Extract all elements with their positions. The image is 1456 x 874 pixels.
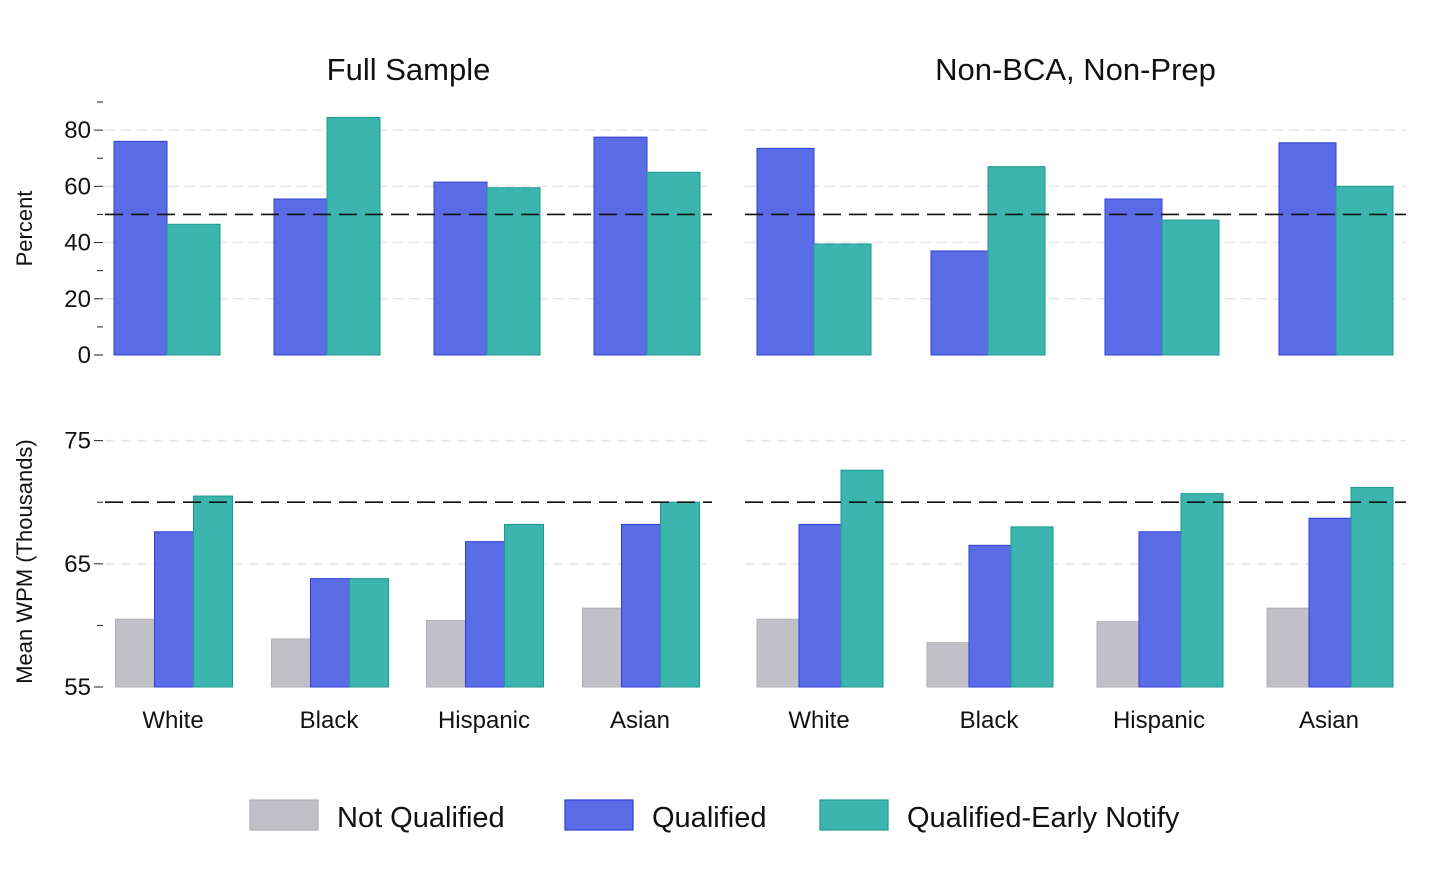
- bar-not-qualified-asian: [1266, 607, 1310, 688]
- bar-qualified-asian: [1278, 142, 1337, 356]
- bar-qualified-hispanic: [433, 181, 488, 356]
- x-tick-label-hispanic: Hispanic: [1113, 707, 1205, 734]
- bar-qualified-white: [113, 140, 168, 356]
- bar-not-qualified-hispanic: [426, 619, 466, 688]
- bar-qualified-early-notify-asian: [646, 171, 701, 356]
- legend-swatch-qualified-early-notify: [819, 799, 889, 831]
- y-axis-label: Mean WPM (Thousands): [12, 439, 37, 684]
- panel-bottom-right: White Black Hispanic Asian: [745, 439, 1406, 734]
- y-tick-label: 20: [64, 286, 91, 313]
- bar-qualified-white: [154, 531, 194, 688]
- y-tick-label: 55: [64, 674, 91, 701]
- panel-top-left: Full Sample 0 20 40 60 80 Percent: [12, 52, 712, 369]
- bar-not-qualified-black: [926, 642, 970, 688]
- panel-title: Non-BCA, Non-Prep: [935, 52, 1216, 87]
- bar-qualified-black: [273, 198, 328, 356]
- bar-qualified-white: [798, 523, 842, 688]
- x-tick-label-asian: Asian: [1299, 707, 1359, 734]
- x-tick-label-black: Black: [960, 707, 1020, 734]
- panel-top-right: Non-BCA, Non-Prep: [745, 52, 1406, 356]
- bar-qualified-early-notify-black: [1010, 526, 1054, 688]
- x-tick-label-hispanic: Hispanic: [438, 707, 530, 734]
- y-tick-label: 0: [78, 342, 91, 369]
- x-tick-label-black: Black: [300, 707, 360, 734]
- y-axis-label: Percent: [12, 191, 37, 267]
- bar-qualified-early-notify-hispanic: [486, 187, 541, 356]
- bar-qualified-early-notify-black: [987, 166, 1046, 356]
- bar-qualified-early-notify-white: [840, 469, 884, 688]
- bar-qualified-hispanic: [1104, 198, 1163, 356]
- legend: Not Qualified Qualified Qualified-Early No…: [249, 799, 1180, 834]
- y-tick-label: 40: [64, 230, 91, 257]
- x-tick-label-asian: Asian: [610, 707, 670, 734]
- bar-qualified-black: [930, 250, 989, 356]
- x-tick-label-white: White: [788, 707, 849, 734]
- bar-qualified-early-notify-asian: [1350, 486, 1394, 688]
- bar-qualified-early-notify-white: [193, 495, 233, 688]
- y-tick-label: 60: [64, 173, 91, 200]
- bar-qualified-early-notify-asian: [1335, 185, 1394, 356]
- bar-not-qualified-black: [271, 638, 311, 688]
- y-tick-label: 75: [64, 428, 91, 455]
- bar-not-qualified-hispanic: [1096, 621, 1140, 688]
- legend-label-not-qualified: Not Qualified: [337, 802, 505, 834]
- y-tick-label: 80: [64, 117, 91, 144]
- panel-bottom-left: 55 65 75 Mean WPM (Thousands) White Black Hisp…: [12, 428, 712, 734]
- y-tick-label: 65: [64, 551, 91, 578]
- bar-qualified-early-notify-black: [349, 578, 389, 688]
- bar-qualified-early-notify-white: [813, 243, 872, 356]
- bar-qualified-asian: [621, 523, 661, 688]
- bar-qualified-hispanic: [465, 541, 505, 688]
- panels: Full Sample 0 20 40 60 80 Percent Non-BCA, Non-…: [12, 52, 1406, 734]
- bar-qualified-asian: [1308, 517, 1352, 688]
- bar-not-qualified-white: [756, 618, 800, 688]
- bar-qualified-hispanic: [1138, 531, 1182, 688]
- bar-qualified-early-notify-hispanic: [504, 523, 544, 688]
- bar-qualified-asian: [593, 136, 648, 356]
- bar-qualified-early-notify-hispanic: [1180, 493, 1224, 688]
- bar-qualified-early-notify-black: [326, 116, 381, 356]
- x-tick-label-white: White: [142, 707, 203, 734]
- bar-qualified-black: [968, 544, 1012, 688]
- legend-label-qualified: Qualified: [652, 802, 766, 834]
- bar-qualified-early-notify-asian: [660, 501, 700, 688]
- legend-swatch-not-qualified: [249, 799, 319, 831]
- legend-swatch-qualified: [564, 799, 634, 831]
- legend-label-qualified-early-notify: Qualified-Early Notify: [907, 802, 1180, 834]
- bar-not-qualified-white: [115, 618, 155, 688]
- bar-qualified-early-notify-hispanic: [1161, 219, 1220, 356]
- panel-title: Full Sample: [327, 52, 491, 87]
- bar-qualified-early-notify-white: [166, 223, 221, 356]
- bar-not-qualified-asian: [582, 607, 622, 688]
- bar-qualified-black: [310, 578, 350, 688]
- bar-qualified-white: [756, 147, 815, 356]
